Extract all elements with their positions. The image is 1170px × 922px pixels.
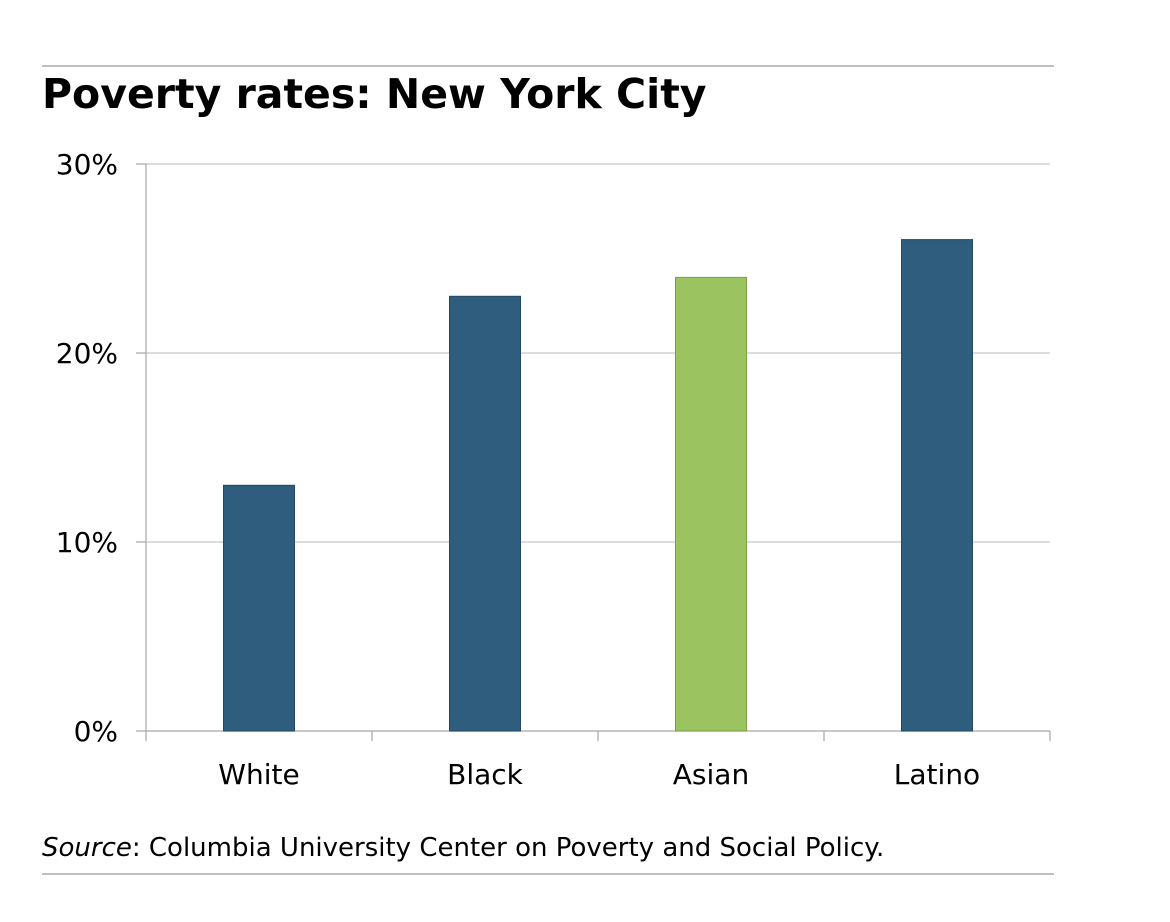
source-label: Source <box>42 833 132 863</box>
bottom-rule <box>42 873 1054 875</box>
y-tick-label: 0% <box>74 715 118 748</box>
bar-white <box>223 484 295 732</box>
x-tick-label: White <box>218 758 299 791</box>
bar-latino <box>901 239 973 732</box>
x-tick-label: Black <box>447 758 524 791</box>
bar-asian <box>675 276 747 732</box>
top-rule <box>42 65 1054 67</box>
chart-title: Poverty rates: New York City <box>42 70 707 118</box>
source-note: Source: Columbia University Center on Po… <box>42 832 884 864</box>
y-tick-label: 30% <box>56 148 118 181</box>
source-text: : Columbia University Center on Poverty … <box>131 833 885 863</box>
x-tick-label: Latino <box>894 758 980 791</box>
y-tick-label: 20% <box>56 337 118 370</box>
bar-black <box>449 295 521 732</box>
x-tick-label: Asian <box>673 758 749 791</box>
y-tick-label: 10% <box>56 526 118 559</box>
